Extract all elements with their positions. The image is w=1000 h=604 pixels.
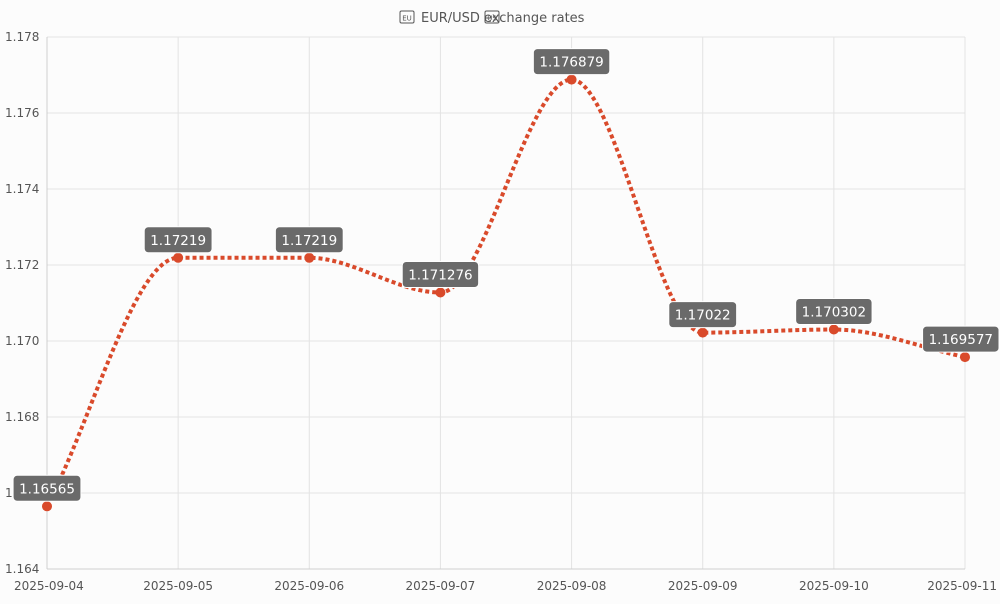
chart-title: EU EUR/USD exchange rates US: [399, 10, 585, 26]
data-point[interactable]: [435, 287, 446, 298]
data-label-text: 1.17219: [150, 233, 206, 249]
data-label-box: [922, 325, 1000, 353]
series-line: [45, 77, 966, 508]
svg-text:EU: EU: [402, 15, 412, 23]
y-tick-label: 1.168: [5, 410, 39, 424]
data-label-text: 1.171276: [408, 268, 472, 284]
data-labels: 1.16565 1.17219 1.17219 1.171276 1.176879 1.1…: [12, 48, 1000, 502]
data-point[interactable]: [828, 324, 839, 335]
us-flag-icon: US: [484, 10, 500, 24]
data-label-box: [795, 298, 873, 326]
data-label-box: [401, 261, 480, 289]
x-tick-label: 2025-09-09: [668, 579, 738, 593]
series: [45, 77, 966, 508]
x-tick-label: 2025-09-07: [406, 579, 476, 593]
data-point[interactable]: [566, 74, 577, 85]
data-label: 1.16565: [12, 474, 82, 502]
x-tick-label: 2025-09-11: [927, 579, 997, 593]
x-tick-label: 2025-09-05: [143, 579, 213, 593]
data-point[interactable]: [173, 252, 184, 263]
x-tick-label: 2025-09-04: [14, 579, 84, 593]
data-label: 1.17219: [143, 226, 213, 254]
axes: 1.1641.1661.1681.1701.1721.1741.1761.178…: [5, 30, 997, 593]
data-label-box: [143, 226, 213, 254]
x-tick-label: 2025-09-10: [799, 579, 869, 593]
x-tick-label: 2025-09-06: [274, 579, 344, 593]
data-point[interactable]: [304, 252, 315, 263]
y-tick-label: 1.178: [5, 30, 39, 44]
data-points: [42, 74, 970, 512]
data-label-box: [668, 301, 738, 329]
data-label-text: 1.17022: [675, 308, 731, 324]
y-tick-label: 1.170: [5, 334, 39, 348]
data-label: 1.169577: [922, 325, 1000, 353]
data-label-text: 1.16565: [19, 481, 75, 497]
data-label-text: 1.17219: [281, 233, 337, 249]
data-label-box: [274, 226, 344, 254]
data-label-text: 1.176879: [539, 55, 603, 71]
data-label-box: [532, 48, 611, 76]
data-label: 1.176879: [532, 48, 611, 76]
data-label: 1.171276: [401, 261, 480, 289]
y-tick-label: 1.174: [5, 182, 39, 196]
data-point[interactable]: [697, 327, 708, 338]
data-point[interactable]: [42, 501, 52, 512]
chart-title-text: EUR/USD exchange rates: [421, 11, 585, 26]
data-label: 1.170302: [795, 298, 873, 326]
svg-text:US: US: [487, 15, 497, 23]
x-tick-label: 2025-09-08: [537, 579, 607, 593]
data-point[interactable]: [960, 352, 970, 363]
y-tick-label: 1.164: [5, 562, 39, 576]
data-label: 1.17022: [668, 301, 738, 329]
data-label-text: 1.169577: [929, 332, 993, 348]
data-label-text: 1.170302: [802, 305, 866, 321]
y-tick-label: 1.172: [5, 258, 39, 272]
data-label-box: [12, 474, 82, 502]
data-label: 1.17219: [274, 226, 344, 254]
eu-flag-icon: EU: [399, 10, 415, 24]
y-tick-label: 1.176: [5, 106, 39, 120]
